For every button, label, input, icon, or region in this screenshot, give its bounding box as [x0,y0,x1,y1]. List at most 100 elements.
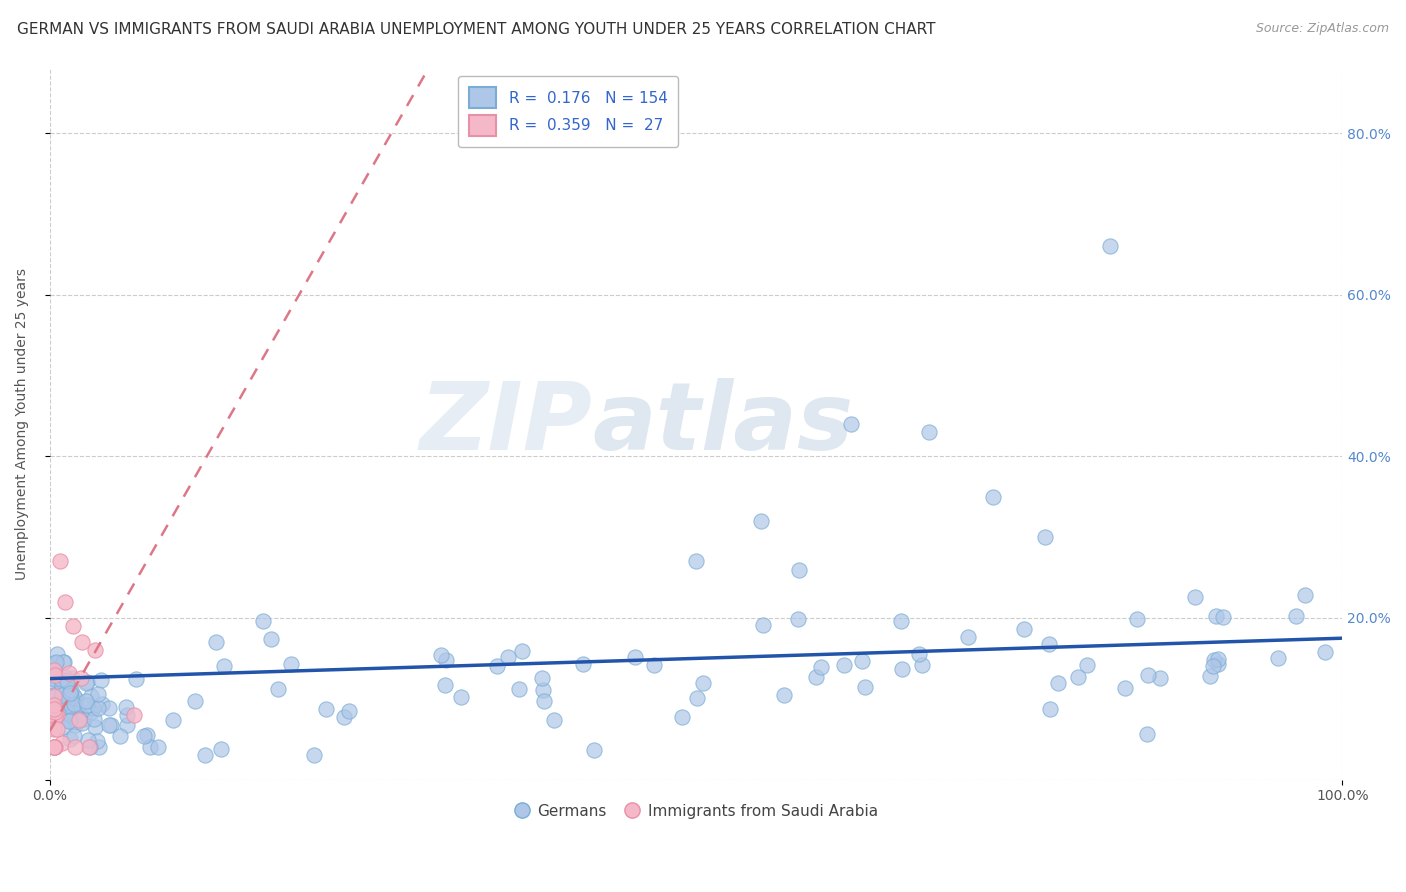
Point [52,655,75,669]
Point [1046,675,1069,690]
Point [1206,657,1229,671]
Point [87,740,110,755]
Point [531,671,554,685]
Point [260,632,283,646]
Point [62,729,84,743]
Point [1126,612,1149,626]
Point [67,713,90,727]
Point [125,672,148,686]
Point [486,659,509,673]
Point [72,716,94,731]
Point [42,672,65,686]
Point [77,733,100,747]
Point [772,688,794,702]
Point [87,701,110,715]
Point [67,713,90,727]
Point [58,714,80,728]
Point [53,697,76,711]
Point [42,740,65,755]
Point [65,740,87,755]
Point [60,682,83,697]
Point [58,708,80,723]
Point [572,657,595,671]
Point [100,718,122,732]
Point [42,740,65,755]
Point [42,698,65,712]
Point [115,700,138,714]
Point [44,656,66,670]
Point [430,648,453,662]
Point [56,673,79,688]
Point [193,748,215,763]
Text: ZIP: ZIP [420,378,593,470]
Point [956,630,979,644]
Point [87,687,110,701]
Point [46,722,69,736]
Point [53,681,76,695]
Point [51,678,73,692]
Point [1206,652,1229,666]
Point [59,682,82,697]
Point [59,690,82,705]
Point [49,687,72,701]
Point [851,654,873,668]
Y-axis label: Unemployment Among Youth under 25 years: Unemployment Among Youth under 25 years [15,268,30,580]
Point [267,682,290,697]
Point [433,677,456,691]
Point [981,490,1004,504]
Point [42,698,65,712]
Point [59,732,82,747]
Point [42,680,65,694]
Point [315,702,337,716]
Point [1184,590,1206,604]
Point [332,710,354,724]
Point [339,704,361,718]
Point [42,690,65,705]
Point [512,644,534,658]
Point [83,712,105,726]
Point [53,708,76,723]
Point [51,736,73,750]
Point [80,705,103,719]
Point [44,705,66,719]
Point [583,742,606,756]
Point [51,720,73,734]
Point [686,691,709,706]
Point [911,658,934,673]
Point [810,660,832,674]
Point [42,662,65,676]
Point [83,720,105,734]
Point [76,698,98,712]
Point [49,691,72,706]
Point [42,740,65,755]
Point [70,635,93,649]
Point [204,635,226,649]
Point [58,681,80,696]
Point [44,667,66,681]
Point [48,706,70,721]
Point [533,693,555,707]
Point [63,718,86,732]
Point [42,689,65,703]
Point [75,693,97,707]
Point [508,682,530,697]
Point [832,658,855,673]
Point [59,713,82,727]
Point [70,672,93,686]
Point [44,740,66,755]
Point [44,710,66,724]
Point [97,701,120,715]
Point [890,614,912,628]
Point [42,701,65,715]
Point [1098,239,1121,253]
Text: Source: ZipAtlas.com: Source: ZipAtlas.com [1256,22,1389,36]
Point [45,707,67,722]
Point [749,514,772,528]
Point [1137,667,1160,681]
Point [1285,608,1308,623]
Point [59,693,82,707]
Point [42,688,65,702]
Point [45,671,67,685]
Point [1014,623,1036,637]
Point [839,417,862,431]
